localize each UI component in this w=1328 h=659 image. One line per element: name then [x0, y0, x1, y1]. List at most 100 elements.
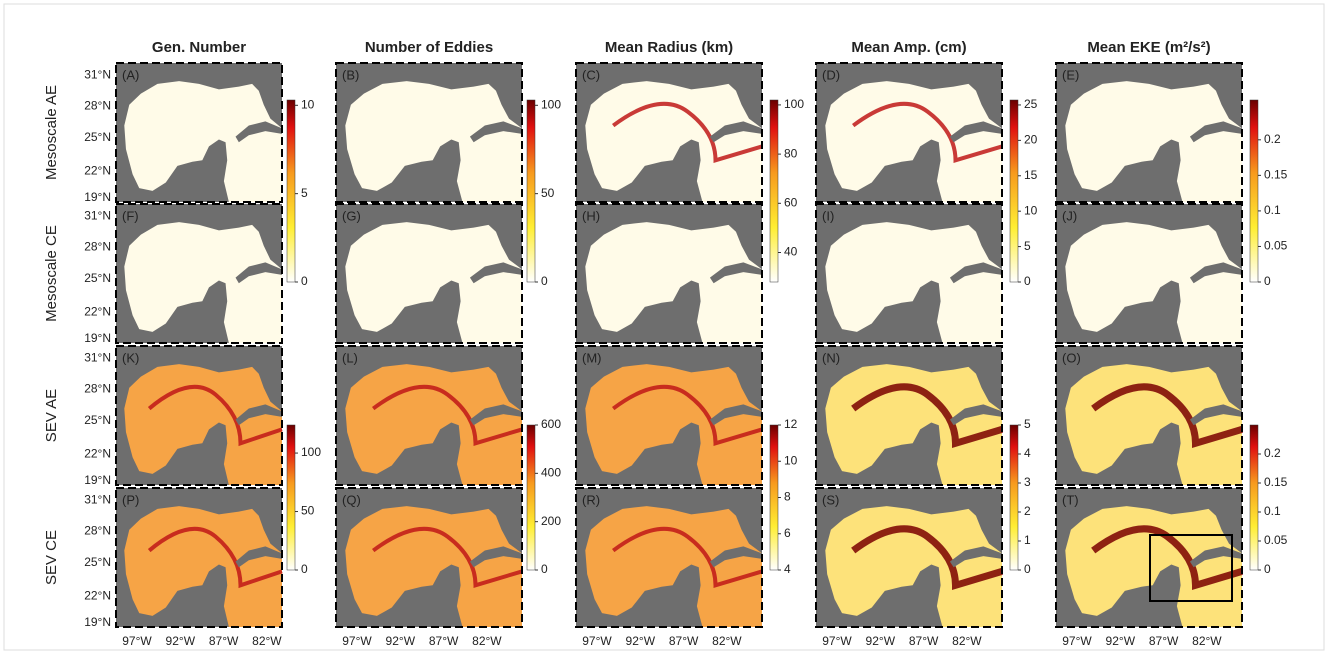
- colorbar-tick-label: 0: [1264, 562, 1271, 576]
- eddy-band: [612, 101, 763, 163]
- colorbar-tick-label: 0.1: [1264, 504, 1281, 518]
- map-panel: [1055, 345, 1244, 486]
- panel-letter: (H): [582, 208, 600, 223]
- eddy-band: [1091, 383, 1244, 448]
- colorbar-tick-label: 0: [1024, 562, 1031, 576]
- panel-border: [575, 62, 763, 203]
- x-tick-label: 82°W: [252, 634, 282, 648]
- x-tick-label: 97°W: [342, 634, 372, 648]
- y-tick-label: 22°N: [84, 305, 111, 319]
- colorbar-tick-label: 400: [541, 466, 561, 480]
- column-title: Mean Amp. (cm): [851, 39, 966, 56]
- x-tick-label: 82°W: [712, 634, 742, 648]
- colorbar-tick-label: 100: [541, 97, 561, 111]
- x-tick-label: 82°W: [472, 634, 502, 648]
- land: [1056, 346, 1242, 485]
- panel-letter: (L): [342, 350, 358, 365]
- map-panel: [815, 487, 1004, 628]
- panel-border: [575, 345, 763, 486]
- y-tick-label: 28°N: [84, 381, 111, 395]
- land: [1056, 63, 1242, 202]
- x-tick-label: 82°W: [1192, 634, 1222, 648]
- colorbar-tick-label: 0.2: [1264, 446, 1281, 460]
- x-tick-label: 97°W: [1062, 634, 1092, 648]
- colorbar-tick-label: 0: [541, 562, 548, 576]
- land: [816, 204, 1002, 343]
- panel-letter: (G): [342, 208, 361, 223]
- y-tick-label: 28°N: [84, 523, 111, 537]
- colorbar: [286, 424, 296, 571]
- map-panel: [575, 62, 763, 203]
- y-tick-label: 25°N: [84, 271, 111, 285]
- panel-border: [115, 62, 283, 203]
- x-tick-label: 82°W: [952, 634, 982, 648]
- map-panel: [335, 345, 523, 486]
- colorbar-tick-label: 15: [1024, 168, 1038, 182]
- land: [576, 63, 762, 202]
- y-tick-label: 28°N: [84, 98, 111, 112]
- panel-border: [575, 487, 763, 628]
- land: [576, 488, 762, 627]
- colorbar-tick-label: 80: [784, 146, 798, 160]
- y-tick-label: 19°N: [84, 615, 111, 629]
- colorbar-tick-label: 10: [301, 97, 315, 111]
- colorbar-tick-label: 8: [784, 490, 791, 504]
- colorbar-tick-label: 12: [784, 417, 798, 431]
- colorbar-tick-label: 0.05: [1264, 239, 1288, 253]
- panel-letter: (F): [122, 208, 139, 223]
- map-panel: [1055, 62, 1243, 203]
- land: [336, 63, 522, 202]
- land: [816, 63, 1002, 202]
- colorbar: [286, 99, 296, 283]
- colorbar-tick-label: 5: [301, 186, 308, 200]
- column-title: Gen. Number: [152, 39, 246, 56]
- colorbar-tick-label: 5: [1024, 239, 1031, 253]
- y-tick-label: 25°N: [84, 413, 111, 427]
- colorbar-tick-label: 4: [1024, 446, 1031, 460]
- panel-border: [815, 487, 1003, 628]
- land: [336, 204, 522, 343]
- colorbar-tick-label: 40: [784, 245, 798, 259]
- colorbar-tick-label: 20: [1024, 133, 1038, 147]
- panel-letter: (S): [822, 492, 839, 507]
- colorbar-tick-label: 10: [1024, 203, 1038, 217]
- colorbar: [1249, 99, 1259, 283]
- panel-border: [815, 62, 1003, 203]
- x-tick-label: 97°W: [122, 634, 152, 648]
- y-tick-label: 22°N: [84, 447, 111, 461]
- y-tick-label: 28°N: [84, 239, 111, 253]
- land: [116, 488, 282, 627]
- x-tick-label: 87°W: [669, 634, 699, 648]
- colorbar-tick-label: 0.15: [1264, 168, 1288, 182]
- colorbar-tick-label: 0: [541, 274, 548, 288]
- x-tick-label: 87°W: [209, 634, 239, 648]
- panel-border: [335, 203, 523, 344]
- y-tick-label: 22°N: [84, 164, 111, 178]
- map-panel: [575, 345, 763, 486]
- panel-letter: (O): [1062, 350, 1081, 365]
- x-tick-label: 87°W: [1149, 634, 1179, 648]
- colorbar: [1009, 424, 1019, 571]
- x-tick-label: 97°W: [582, 634, 612, 648]
- colorbar-tick-label: 0.1: [1264, 203, 1281, 217]
- x-tick-label: 92°W: [386, 634, 416, 648]
- row-label: SEV AE: [43, 389, 60, 442]
- y-tick-label: 19°N: [84, 331, 111, 345]
- panel-border: [115, 345, 283, 486]
- map-panel: [115, 203, 283, 344]
- panel-letter: (D): [822, 67, 840, 82]
- inset-box: [1149, 534, 1233, 602]
- colorbar-tick-label: 5: [1024, 417, 1031, 431]
- panel-border: [1055, 345, 1243, 486]
- frame: [3, 3, 1325, 651]
- x-tick-label: 92°W: [866, 634, 896, 648]
- eddy-band: [851, 525, 1004, 590]
- land: [336, 488, 522, 627]
- panel-border: [335, 487, 523, 628]
- land: [116, 346, 282, 485]
- x-tick-label: 92°W: [626, 634, 656, 648]
- panel-letter: (N): [822, 350, 840, 365]
- panel-border: [1055, 487, 1243, 628]
- eddy-band: [147, 384, 283, 447]
